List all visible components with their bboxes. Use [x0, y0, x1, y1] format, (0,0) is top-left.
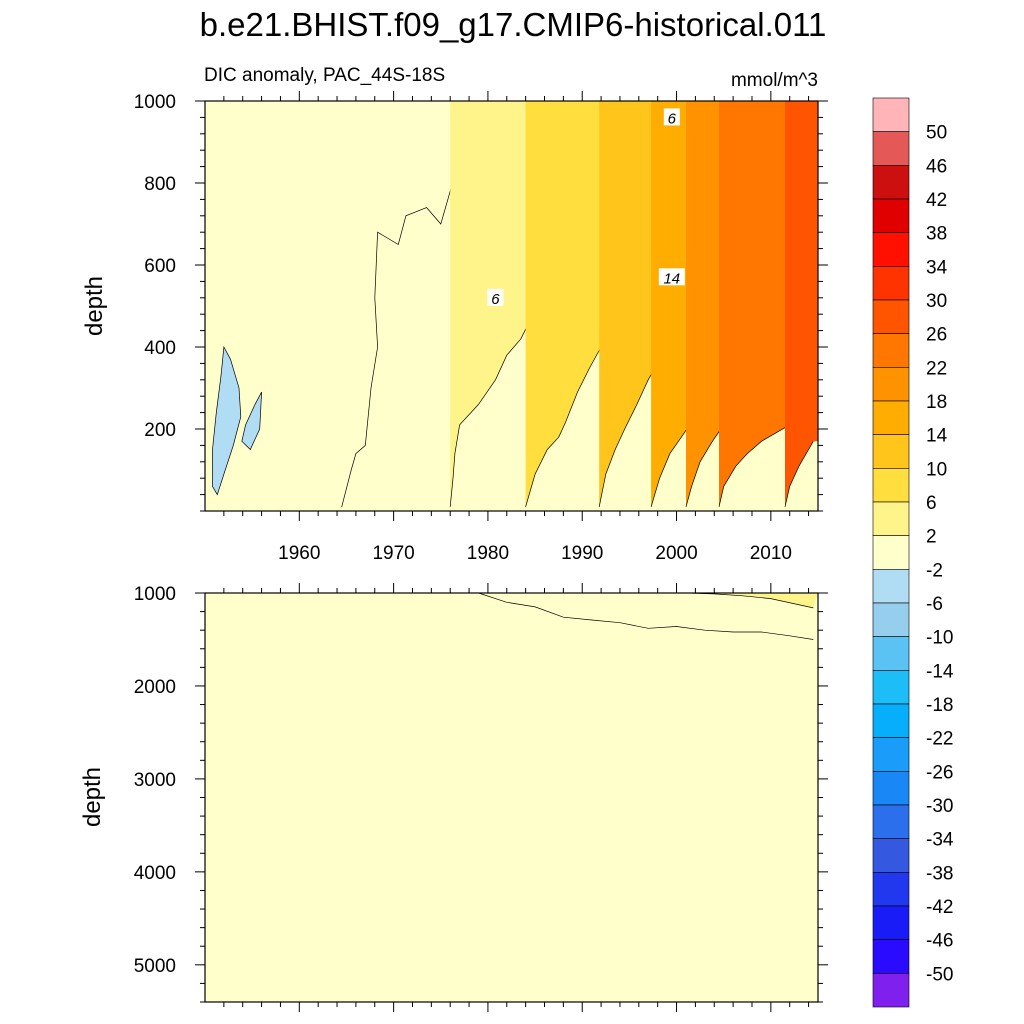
lower-level-2-contour [478, 592, 814, 640]
lower-background-fill [205, 593, 818, 1002]
colorbar-label: 30 [926, 291, 947, 312]
upper-level-10-region [525, 101, 818, 507]
lower-y-tick-label: 1000 [134, 584, 176, 605]
x-tick-label: 1990 [561, 543, 603, 564]
upper-y-tick-label: 800 [144, 174, 176, 195]
contour-label-0: 6 [487, 288, 504, 308]
colorbar-swatch [872, 636, 910, 671]
colorbar-swatch [872, 232, 910, 267]
colorbar-label: -34 [926, 830, 954, 851]
colorbar-label: -46 [926, 931, 953, 952]
colorbar-label: 10 [926, 459, 947, 480]
x-tick-label: 1970 [372, 543, 414, 564]
y-axis-label-upper: depth [81, 276, 108, 336]
lower-y-tick-label: 3000 [134, 770, 176, 791]
colorbar-swatch [872, 872, 910, 907]
svg-text:14: 14 [663, 270, 680, 287]
lower-y-tick-label: 2000 [134, 677, 176, 698]
colorbar-swatch [872, 973, 910, 1008]
chart-subtitle-left: DIC anomaly, PAC_44S-18S [204, 65, 445, 86]
upper-level-30-contour [784, 441, 814, 507]
upper-y-tick-label: 600 [144, 256, 176, 277]
colorbar-label: 6 [926, 493, 937, 514]
colorbar-swatch [872, 165, 910, 200]
svg-text:6: 6 [491, 291, 500, 308]
colorbar-swatch [872, 737, 910, 772]
colorbar-label: 46 [926, 156, 947, 177]
upper-negative-region-0 [212, 345, 242, 496]
x-tick-label: 1960 [278, 543, 320, 564]
colorbar-swatch [872, 838, 910, 873]
upper-y-tick-label: 1000 [134, 92, 176, 113]
colorbar-swatch [872, 703, 910, 738]
colorbar-swatch [872, 299, 910, 334]
colorbar-swatch [872, 905, 910, 940]
upper-panel: 6 14 6 200 400 600 800 1000 [134, 91, 828, 521]
colorbar-label: 50 [926, 123, 947, 144]
chart-title: b.e21.BHIST.f09_g17.CMIP6-historical.011 [200, 6, 827, 43]
colorbar-swatch [872, 535, 910, 570]
colorbar-label: -42 [926, 897, 953, 918]
lower-level-6-region [686, 593, 818, 608]
upper-y-tick-label: 400 [144, 338, 176, 359]
lower-level-2-region [478, 593, 818, 640]
colorbar-swatch [872, 569, 910, 604]
colorbar-label: 22 [926, 358, 947, 379]
upper-y-tick-label: 200 [144, 420, 176, 441]
contour-label-2: 6 [663, 108, 680, 127]
colorbar-swatch [872, 501, 910, 536]
colorbar-label: -38 [926, 863, 953, 884]
colorbar-label: -10 [926, 628, 953, 649]
colorbar-swatch [872, 131, 910, 166]
colorbar-swatch [872, 333, 910, 368]
colorbar-swatch [872, 468, 910, 503]
colorbar-label: 34 [926, 257, 948, 278]
colorbar-swatch [872, 804, 910, 839]
colorbar-label: -14 [926, 661, 954, 682]
x-tick-label: 2000 [655, 543, 697, 564]
colorbar-swatch [872, 670, 910, 705]
colorbar-label: -6 [926, 594, 943, 615]
colorbar-label: -50 [926, 964, 953, 985]
colorbar-label: 14 [926, 426, 948, 447]
colorbar-label: 38 [926, 224, 947, 245]
colorbar-swatch [872, 434, 910, 469]
svg-text:6: 6 [668, 110, 677, 127]
lower-y-tick-label: 5000 [134, 956, 176, 977]
colorbar-swatch [872, 367, 910, 402]
colorbar-swatch [872, 602, 910, 637]
colorbar-swatch [872, 266, 910, 301]
x-tick-labels: 1960 1970 1980 1990 2000 2010 [278, 543, 792, 564]
colorbar-swatch [872, 400, 910, 435]
colorbar-swatch [872, 97, 910, 132]
lower-panel: 1000 2000 3000 4000 5000 [134, 583, 828, 1012]
colorbar-label: -22 [926, 729, 953, 750]
colorbar-swatch [872, 198, 910, 233]
lower-y-tick-label: 4000 [134, 863, 176, 884]
upper-level-30-region [785, 101, 818, 507]
upper-level-2-region [341, 101, 818, 507]
colorbar-label: 42 [926, 190, 947, 211]
colorbar-swatch [872, 939, 910, 974]
upper-plot-frame [204, 100, 819, 512]
contour-label-1: 14 [658, 268, 685, 287]
colorbar-label: -18 [926, 695, 953, 716]
x-tick-label: 1980 [467, 543, 509, 564]
colorbar-label: -30 [926, 796, 953, 817]
colorbar-label: 26 [926, 325, 947, 346]
colorbar: 50 46 42 38 34 30 26 22 18 14 10 6 2 -2 -6 -10 -14 -18 -22… [872, 97, 954, 1008]
upper-negative-region-1 [241, 391, 262, 451]
y-axis-label-lower: depth [79, 767, 106, 827]
chart-subtitle-units: mmol/m^3 [731, 70, 818, 91]
x-tick-label: 2010 [750, 543, 792, 564]
colorbar-swatch [872, 771, 910, 806]
colorbar-label: -26 [926, 762, 953, 783]
colorbar-label: -2 [926, 560, 943, 581]
colorbar-label: 2 [926, 527, 937, 548]
colorbar-label: 18 [926, 392, 947, 413]
